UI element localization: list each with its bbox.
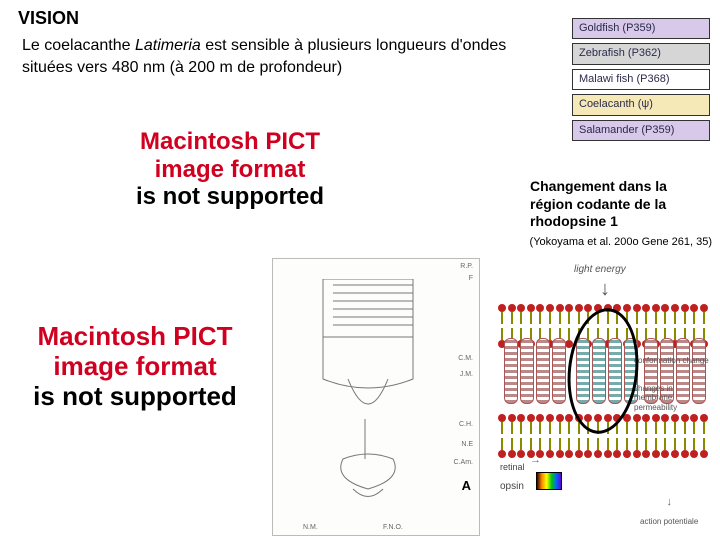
action-arrow-icon: ↓	[667, 496, 673, 508]
lipid-icon	[508, 436, 516, 458]
lipid-icon	[671, 436, 679, 458]
lipid-row-bot2	[494, 436, 712, 458]
pict-line2b: image format	[5, 352, 265, 382]
diag-label-ne: N.E	[461, 441, 473, 448]
subtitle-italic: Latimeria	[135, 37, 201, 54]
species-list: Goldfish (P359) Zebrafish (P362) Malawi fi…	[572, 18, 710, 145]
lipid-icon	[623, 436, 631, 458]
lipid-icon	[700, 436, 708, 458]
citation: (Yokoyama et al. 200o Gene 261, 35)	[530, 236, 712, 248]
subtitle-part1: Le coelacanthe	[22, 37, 135, 54]
diag-label-cam: C.Am.	[454, 459, 473, 466]
diag-label-cm: C.M.	[458, 355, 473, 362]
lipid-icon	[594, 436, 602, 458]
diag-label-rp: R.P.	[460, 263, 473, 270]
lipid-icon	[690, 436, 698, 458]
lipid-icon	[642, 436, 650, 458]
cell-sketch	[293, 279, 453, 509]
helix-icon	[520, 338, 534, 404]
lipid-icon	[623, 414, 631, 436]
diag-label-f: F	[469, 275, 473, 282]
helix-icon	[552, 338, 566, 404]
caption: Changement dans la région codante de la …	[530, 178, 700, 231]
lipid-icon	[565, 436, 573, 458]
diag-label-jm: J.M.	[460, 371, 473, 378]
species-item: Coelacanth (ψ)	[572, 94, 710, 115]
helix-icon	[536, 338, 550, 404]
pict-line1b: Macintosh PICT	[5, 322, 265, 352]
diag-label-ch: C.H.	[459, 421, 473, 428]
lipid-icon	[556, 414, 564, 436]
lipid-icon	[661, 436, 669, 458]
pict-placeholder-top: Macintosh PICT image format is not suppo…	[100, 128, 360, 211]
pict-line3: is not supported	[100, 183, 360, 211]
title: VISION	[18, 8, 79, 29]
lipid-icon	[556, 436, 564, 458]
diag-label-nm: N.M.	[303, 524, 318, 531]
pict-line1: Macintosh PICT	[100, 128, 360, 156]
retinal-arrow-icon: →	[530, 454, 541, 466]
lipid-icon	[652, 436, 660, 458]
lipid-icon	[508, 414, 516, 436]
pict-line3b: is not supported	[5, 382, 265, 412]
retinal-diagram: R.P. F C.M. J.M. C.H. N.E C.Am. N.M. F.N…	[272, 258, 480, 536]
lipid-icon	[604, 436, 612, 458]
species-item: Salamander (P359)	[572, 120, 710, 141]
diag-letter-a: A	[462, 478, 471, 493]
conf-change-label: conformation change	[634, 356, 710, 366]
lipid-icon	[633, 436, 641, 458]
lipid-icon	[613, 436, 621, 458]
lipid-icon	[536, 414, 544, 436]
lipid-icon	[517, 414, 525, 436]
species-item: Goldfish (P359)	[572, 18, 710, 39]
species-item: Malawi fish (P368)	[572, 69, 710, 90]
opsin-label: opsin	[500, 481, 524, 492]
lipid-icon	[546, 414, 554, 436]
lipid-icon	[584, 436, 592, 458]
helix-icon	[504, 338, 518, 404]
pict-line2: image format	[100, 156, 360, 184]
light-label: light energy	[574, 264, 626, 275]
lipid-icon	[498, 414, 506, 436]
pict-placeholder-bottom: Macintosh PICT image format is not suppo…	[5, 322, 265, 412]
spectrum-icon	[536, 472, 562, 490]
lipid-icon	[681, 436, 689, 458]
light-arrow-icon: ↓	[600, 278, 610, 301]
lipid-icon	[546, 436, 554, 458]
right-annotation: conformation change changes in membrane …	[634, 356, 710, 430]
lipid-icon	[498, 436, 506, 458]
retinal-label: retinal	[500, 462, 525, 472]
lipid-icon	[565, 414, 573, 436]
permeability-label: changes in membrane permeability	[634, 384, 710, 413]
diag-label-fno: F.N.O.	[383, 524, 403, 531]
subtitle: Le coelacanthe Latimeria est sensible à …	[22, 35, 542, 78]
lipid-icon	[527, 414, 535, 436]
lipid-icon	[517, 436, 525, 458]
membrane-diagram: light energy ↓ conformation change chang…	[494, 260, 712, 530]
species-item: Zebrafish (P362)	[572, 43, 710, 64]
lipid-icon	[575, 436, 583, 458]
action-potential-label: action potentiale	[640, 517, 700, 526]
